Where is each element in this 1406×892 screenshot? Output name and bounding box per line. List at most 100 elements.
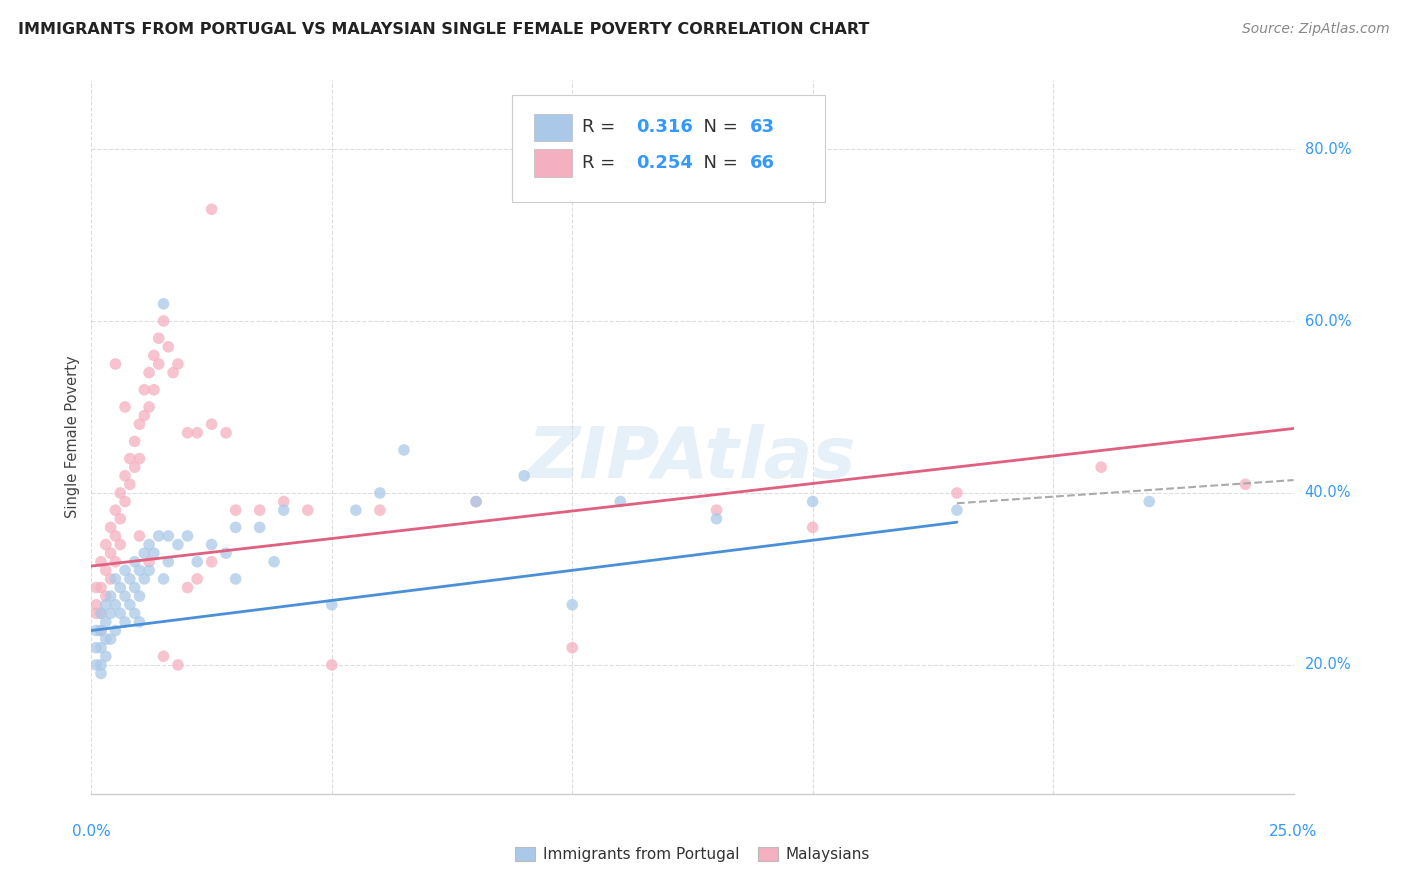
Point [90,624,112,638]
Point [148,331,170,345]
Point [321,598,343,612]
Point [100,520,122,534]
Point [94,649,117,664]
Point [176,581,198,595]
Point [186,572,208,586]
Point [134,572,156,586]
Point [94,537,117,551]
Point [801,494,824,508]
Point [157,555,180,569]
Text: 40.0%: 40.0% [1305,485,1351,500]
Text: 20.0%: 20.0% [1305,657,1351,673]
Point [249,503,271,517]
FancyBboxPatch shape [534,150,572,177]
Point [90,581,112,595]
Point [176,529,198,543]
Point [946,503,969,517]
Point [138,366,160,380]
Point [84,624,107,638]
Point [128,451,150,466]
Point [297,503,319,517]
Point [225,520,247,534]
Point [167,537,190,551]
Point [134,409,156,423]
Text: 63: 63 [751,119,775,136]
Point [90,555,112,569]
Point [561,640,583,655]
Point [110,537,132,551]
Point [124,460,146,475]
Point [368,503,391,517]
Point [94,632,117,647]
FancyBboxPatch shape [512,95,825,202]
Text: IMMIGRANTS FROM PORTUGAL VS MALAYSIAN SINGLE FEMALE POVERTY CORRELATION CHART: IMMIGRANTS FROM PORTUGAL VS MALAYSIAN SI… [18,22,870,37]
Point [110,581,132,595]
Point [176,425,198,440]
Point [114,563,136,577]
Point [465,494,488,508]
Point [134,383,156,397]
Point [104,624,127,638]
Point [100,589,122,603]
Point [157,529,180,543]
Text: R =: R = [582,154,621,172]
Point [344,503,367,517]
Point [138,537,160,551]
Point [94,598,117,612]
Point [162,366,184,380]
Point [215,425,238,440]
Point [167,357,190,371]
Point [90,657,112,672]
Point [142,546,165,560]
Point [225,572,247,586]
Point [273,503,295,517]
Point [90,607,112,621]
Point [84,581,107,595]
Point [118,477,141,491]
Point [128,417,150,432]
Point [100,632,122,647]
Point [128,615,150,629]
Point [186,425,208,440]
Point [215,546,238,560]
Text: R =: R = [582,119,621,136]
Point [138,400,160,414]
Point [706,512,728,526]
Point [104,357,127,371]
Point [94,615,117,629]
Point [142,348,165,362]
Point [94,563,117,577]
Point [84,640,107,655]
Point [249,520,271,534]
Point [114,615,136,629]
Point [1090,460,1112,475]
Point [84,657,107,672]
Point [263,555,285,569]
Point [114,589,136,603]
Text: N =: N = [692,119,744,136]
Point [90,624,112,638]
Point [167,657,190,672]
Point [201,202,224,217]
Point [946,486,969,500]
Point [186,555,208,569]
Point [1234,477,1257,491]
Point [94,589,117,603]
Text: 0.254: 0.254 [636,154,693,172]
Text: 25.0%: 25.0% [1270,824,1317,839]
FancyBboxPatch shape [534,114,572,141]
Point [104,529,127,543]
Point [801,520,824,534]
Point [201,537,224,551]
Point [561,598,583,612]
Point [152,649,174,664]
Point [609,494,631,508]
Text: Source: ZipAtlas.com: Source: ZipAtlas.com [1241,22,1389,37]
Point [138,563,160,577]
Point [110,486,132,500]
Point [114,468,136,483]
Point [465,494,488,508]
Point [1137,494,1160,508]
Text: 0.316: 0.316 [636,119,693,136]
Point [152,572,174,586]
